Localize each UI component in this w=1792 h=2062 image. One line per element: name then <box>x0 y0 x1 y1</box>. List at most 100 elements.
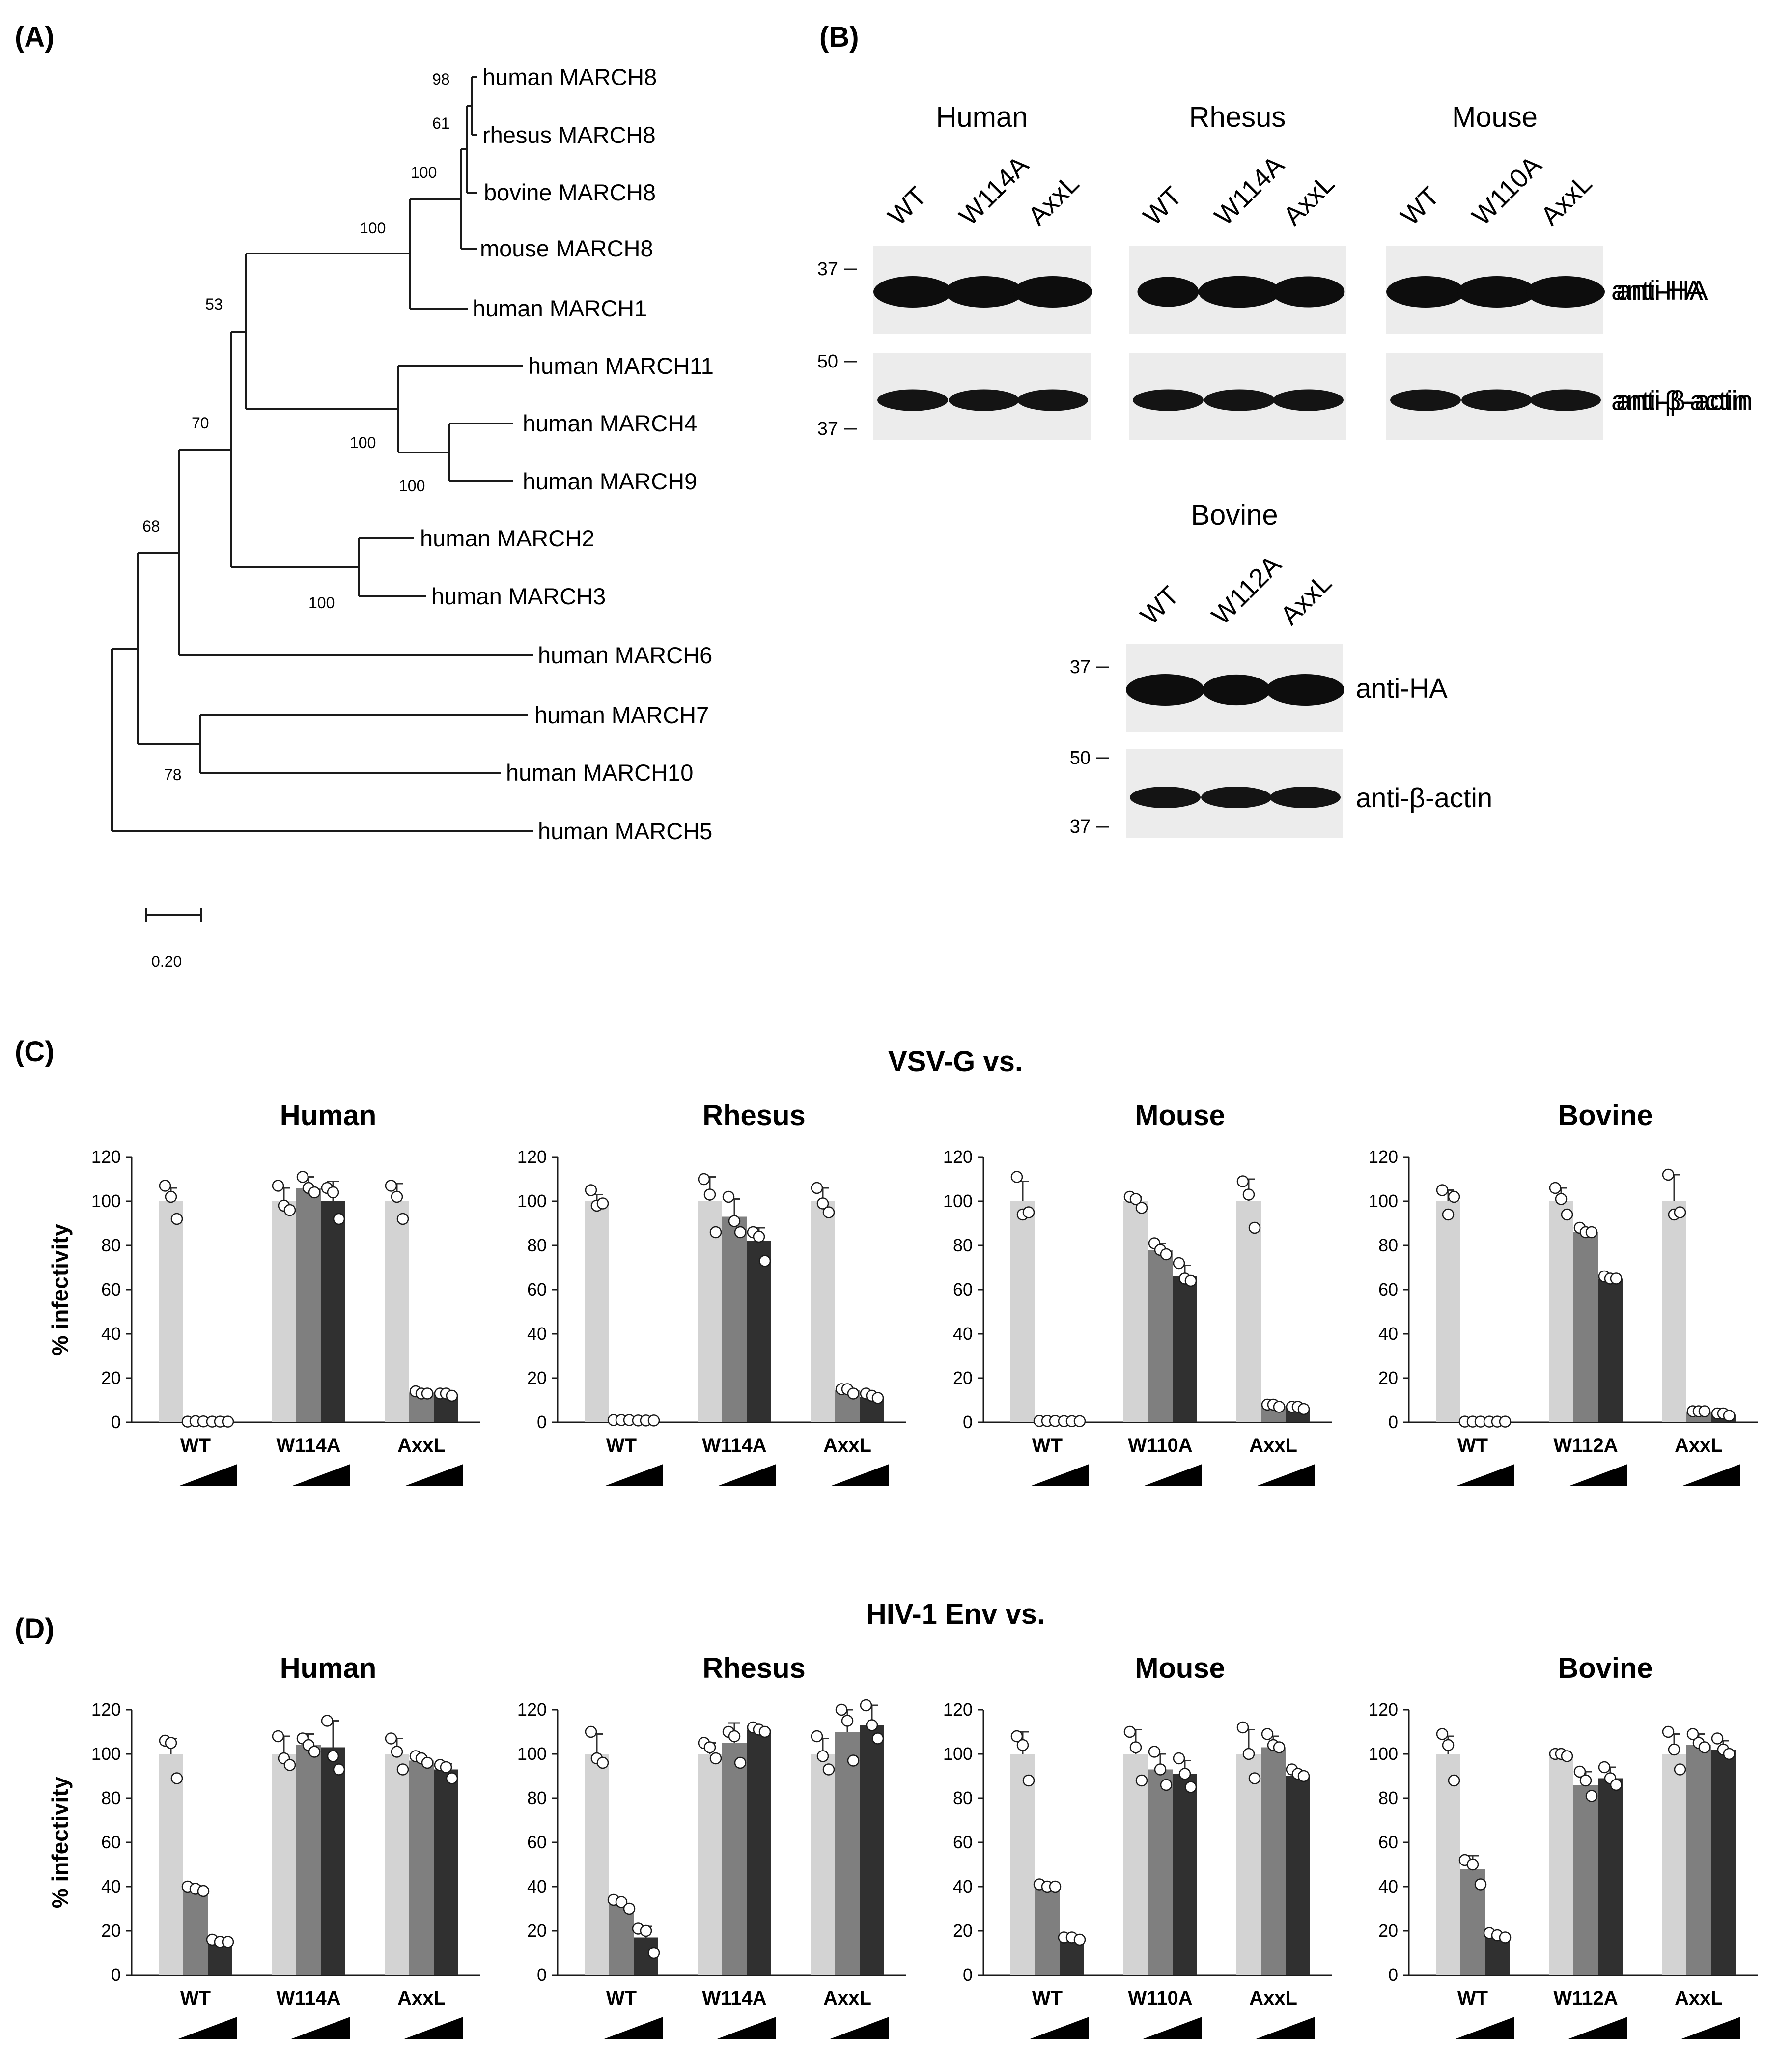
bootstrap-n_m8_m1: 100 <box>360 219 386 237</box>
data-point <box>758 1725 771 1738</box>
data-point <box>596 1756 609 1769</box>
data-point <box>283 1759 296 1771</box>
blot-band-actin <box>1273 389 1344 411</box>
bar <box>1123 1201 1148 1422</box>
data-point <box>1010 1730 1023 1743</box>
category-label: WT <box>1457 1987 1488 2009</box>
data-point <box>1610 1272 1623 1285</box>
scale-label: 0.20 <box>151 953 182 970</box>
data-point <box>585 1184 597 1196</box>
bar <box>698 1201 722 1422</box>
data-point <box>1016 1739 1029 1751</box>
data-point <box>222 1936 234 1948</box>
data-point <box>1236 1721 1249 1734</box>
data-point <box>822 1206 835 1218</box>
bar <box>321 1747 345 1975</box>
y-tick-label: 0 <box>963 1412 973 1432</box>
dose-triangle <box>178 1464 237 1486</box>
tree-leaf-label: mouse MARCH8 <box>480 235 653 261</box>
y-tick-label: 80 <box>953 1788 973 1808</box>
data-point <box>698 1173 710 1186</box>
panel-label-a: (A) <box>15 21 55 53</box>
category-label: AxxL <box>397 1435 446 1456</box>
data-point <box>1236 1175 1249 1187</box>
blot-band-actin <box>1270 787 1341 808</box>
blot-band-ha <box>1266 674 1344 706</box>
data-point <box>1242 1188 1255 1201</box>
blot-band-ha <box>1526 276 1605 308</box>
data-point <box>159 1180 171 1192</box>
bar <box>296 1745 321 1975</box>
data-point <box>866 1719 878 1731</box>
bar <box>1549 1754 1573 1975</box>
blot-band-ha <box>1126 674 1204 706</box>
bar <box>1010 1754 1035 1975</box>
blot-band-ha <box>873 276 952 308</box>
bar <box>385 1754 409 1975</box>
data-point <box>1579 1774 1592 1787</box>
y-tick-label: 0 <box>963 1965 973 1985</box>
category-label: W114A <box>702 1987 766 2009</box>
data-point <box>1297 1770 1310 1782</box>
data-point <box>623 1902 636 1915</box>
scale-bar <box>145 908 202 922</box>
bar <box>1436 1201 1460 1422</box>
bar <box>159 1201 183 1422</box>
chart-hiv1-rhesus: Rhesus 0 20 40 60 80 100 120 WT W114A AxxL <box>517 1652 906 2039</box>
chart-title: Rhesus <box>702 1100 806 1131</box>
mw-marker: 37 <box>1070 657 1091 678</box>
bar <box>1173 1276 1197 1422</box>
chart-title: Bovine <box>1558 1100 1652 1131</box>
y-tick-label: 120 <box>517 1699 547 1720</box>
data-point <box>1022 1774 1035 1787</box>
bar <box>722 1743 747 1975</box>
dose-triangle <box>1456 2017 1514 2039</box>
y-tick-label: 40 <box>527 1876 547 1896</box>
antibody-label-actin: anti-β-actin <box>1356 782 1492 813</box>
blot-band-actin <box>1390 389 1461 411</box>
blot-lane-label: AxxL <box>1022 169 1085 231</box>
data-point <box>272 1180 284 1192</box>
blot-lane-label: WT <box>1395 181 1445 231</box>
y-tick-label: 120 <box>943 1699 973 1720</box>
category-label: AxxL <box>397 1987 446 2009</box>
bar <box>296 1188 321 1422</box>
y-tick-label: 40 <box>101 1876 121 1896</box>
blot-lane-label: W110A <box>1466 150 1547 231</box>
data-point <box>327 1750 339 1762</box>
data-point <box>1723 1410 1736 1422</box>
category-label: W114A <box>276 1987 340 2009</box>
category-label: W112A <box>1553 1987 1618 2009</box>
data-point <box>1297 1403 1310 1415</box>
data-point <box>647 1414 660 1427</box>
data-point <box>1022 1206 1035 1218</box>
blot-band-ha <box>945 276 1023 308</box>
infectivity-charts: Human 0 20 40 60 80 100 120 % infectivity WT W114A… <box>47 1100 1758 2039</box>
bar <box>1148 1769 1173 1975</box>
data-point <box>709 1752 722 1765</box>
data-point <box>165 1190 177 1203</box>
y-tick-label: 100 <box>1369 1744 1398 1764</box>
data-point <box>165 1737 177 1749</box>
bar <box>1662 1201 1686 1422</box>
bar <box>183 1889 208 1975</box>
phylogenetic-tree <box>111 76 533 922</box>
antibody-label-ha: anti-HA <box>1356 673 1448 704</box>
panel-label-d: (D) <box>15 1613 55 1645</box>
data-point <box>1129 1741 1142 1753</box>
blot-lane-label: W114A <box>953 150 1035 231</box>
data-point <box>1010 1171 1023 1183</box>
blot-lane-label: AxxL <box>1275 568 1337 630</box>
panel-label-b: (B) <box>819 21 859 53</box>
data-point <box>327 1186 339 1199</box>
chart-vsvg-human: Human 0 20 40 60 80 100 120 % infectivity WT W114A… <box>47 1100 480 1486</box>
category-label: WT <box>606 1435 637 1456</box>
chart-title: Human <box>280 1652 377 1684</box>
dose-triangle <box>717 2017 776 2039</box>
bootstrap-n_m2_m3: 100 <box>308 594 335 612</box>
tree-leaf-label: human MARCH10 <box>506 760 693 786</box>
dose-triangle <box>1256 1464 1315 1486</box>
data-point <box>1173 1752 1185 1765</box>
data-point <box>734 1226 747 1239</box>
data-point <box>615 1896 628 1908</box>
